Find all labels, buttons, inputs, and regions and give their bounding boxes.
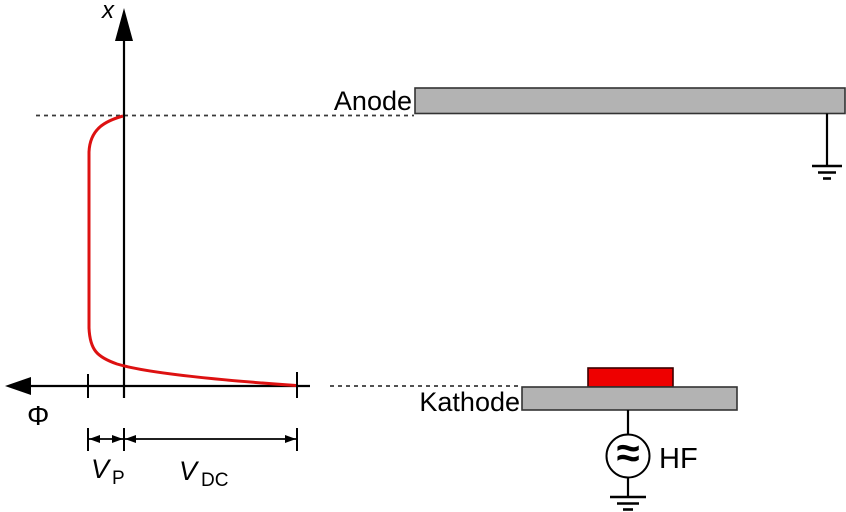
hf-ground-icon xyxy=(610,495,646,511)
vdc-label: V xyxy=(179,456,200,486)
phi-axis-arrowhead xyxy=(5,377,31,395)
hf-source-wave-icon: ≈ xyxy=(616,429,639,476)
x-axis-label: x xyxy=(101,0,115,24)
horizontal-axis xyxy=(5,377,310,395)
potential-curve xyxy=(87,114,297,387)
kathode-label: Kathode xyxy=(419,387,520,417)
hf-label: HF xyxy=(659,443,698,475)
cathode-plate xyxy=(521,386,738,411)
vp-label: V xyxy=(91,454,112,484)
vertical-axis xyxy=(115,8,133,398)
vdc-dimension xyxy=(125,428,298,451)
vdc-label-subscript: DC xyxy=(201,470,228,491)
vp-dimension xyxy=(87,428,125,451)
anode-label: Anode xyxy=(334,86,412,116)
anode-ground-icon xyxy=(812,164,842,180)
x-axis-arrowhead xyxy=(115,8,133,41)
phi-axis-label: Φ xyxy=(27,400,49,431)
anode-plate xyxy=(414,87,846,115)
wafer xyxy=(587,367,674,388)
vp-label-subscript: P xyxy=(112,468,125,489)
